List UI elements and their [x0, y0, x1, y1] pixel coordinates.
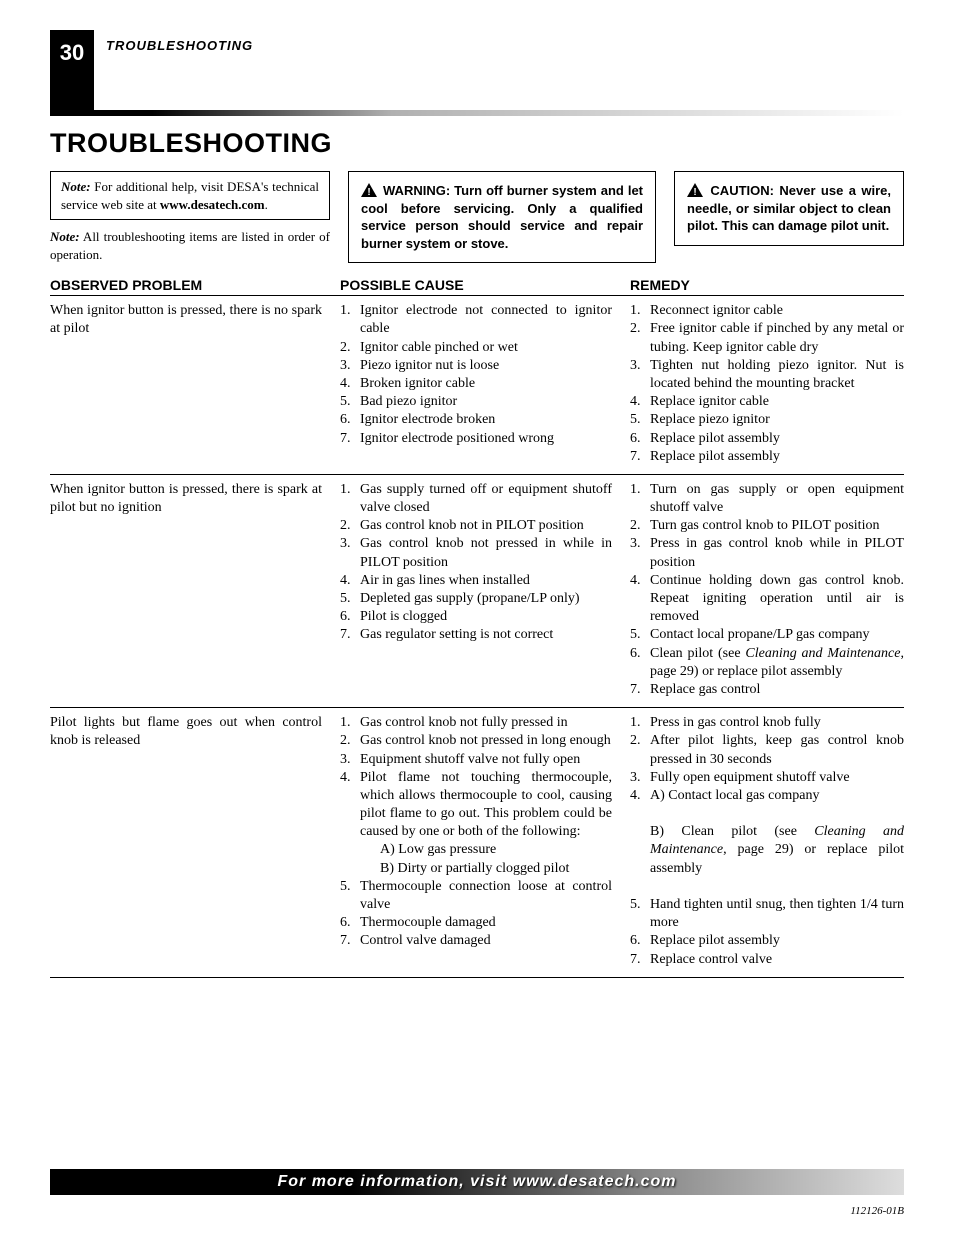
- cause-item: 3.Piezo ignitor nut is loose: [340, 357, 612, 375]
- observed-problem: Pilot lights but flame goes out when con…: [50, 714, 340, 969]
- note-prefix: Note:: [61, 179, 91, 194]
- troubleshoot-row: When ignitor button is pressed, there is…: [50, 475, 904, 708]
- caution-icon: !: [687, 183, 703, 197]
- observed-problem: When ignitor button is pressed, there is…: [50, 481, 340, 699]
- warning-icon: !: [361, 183, 377, 197]
- note-url: www.desatech.com: [160, 197, 265, 212]
- remedy-item: 4.A) Contact local gas companyB) Clean p…: [630, 787, 904, 896]
- remedy-item: 2.Turn gas control knob to PILOT positio…: [630, 517, 904, 535]
- cause-item: 6.Ignitor electrode broken: [340, 411, 612, 429]
- cause-item: 3.Gas control knob not pressed in while …: [340, 535, 612, 571]
- cause-item: 2.Gas control knob not in PILOT position: [340, 517, 612, 535]
- troubleshoot-row: Pilot lights but flame goes out when con…: [50, 708, 904, 978]
- warning-text: WARNING: Turn off burner system and let …: [361, 183, 643, 251]
- remedy-item: 5.Contact local propane/LP gas company: [630, 626, 904, 644]
- remedy-item: 7.Replace control valve: [630, 951, 904, 969]
- footer-bar: For more information, visit www.desatech…: [50, 1169, 904, 1195]
- cause-item: 3.Equipment shutoff valve not fully open: [340, 751, 612, 769]
- caution-box: ! CAUTION: Never use a wire, needle, or …: [674, 171, 904, 246]
- cause-item: 4.Pilot flame not touching thermocouple,…: [340, 769, 612, 878]
- remedy: 1.Reconnect ignitor cable2.Free ignitor …: [630, 302, 904, 466]
- note-box: Note: For additional help, visit DESA's …: [50, 171, 330, 220]
- remedy-item: 1.Reconnect ignitor cable: [630, 302, 904, 320]
- remedy-item: 1.Turn on gas supply or open equipment s…: [630, 481, 904, 517]
- remedy-item: 2.Free ignitor cable if pinched by any m…: [630, 320, 904, 356]
- cause-item: 4.Air in gas lines when installed: [340, 572, 612, 590]
- remedy-item: 5.Replace piezo ignitor: [630, 411, 904, 429]
- header-observed: OBSERVED PROBLEM: [50, 277, 340, 293]
- svg-text:!: !: [367, 187, 370, 197]
- cause-item: 7.Control valve damaged: [340, 932, 612, 950]
- document-code: 112126-01B: [850, 1205, 904, 1217]
- cause-item: 2.Gas control knob not pressed in long e…: [340, 732, 612, 750]
- page-number: 30: [50, 30, 94, 110]
- remedy-item: 5.Hand tighten until snug, then tighten …: [630, 896, 904, 932]
- possible-cause: 1.Ignitor electrode not connected to ign…: [340, 302, 630, 466]
- cause-item: 5.Thermocouple connection loose at contr…: [340, 878, 612, 914]
- remedy: 1.Press in gas control knob fully2.After…: [630, 714, 904, 969]
- note-outer-text: All troubleshooting items are listed in …: [50, 229, 330, 262]
- cause-item: 1.Ignitor electrode not connected to ign…: [340, 302, 612, 338]
- page-title: TROUBLESHOOTING: [50, 128, 904, 159]
- header-remedy: REMEDY: [630, 277, 904, 293]
- remedy-item: 2.After pilot lights, keep gas control k…: [630, 732, 904, 768]
- remedy: 1.Turn on gas supply or open equipment s…: [630, 481, 904, 699]
- cause-item: 6.Thermocouple damaged: [340, 914, 612, 932]
- header-gradient-bar: [50, 110, 904, 116]
- table-header-row: OBSERVED PROBLEM POSSIBLE CAUSE REMEDY: [50, 277, 904, 296]
- cause-item: 4.Broken ignitor cable: [340, 375, 612, 393]
- remedy-item: 6.Replace pilot assembly: [630, 932, 904, 950]
- remedy-item: 4.Replace ignitor cable: [630, 393, 904, 411]
- remedy-item: 1.Press in gas control knob fully: [630, 714, 904, 732]
- note-outer-prefix: Note:: [50, 229, 80, 244]
- footer-gradient: For more information, visit www.desatech…: [50, 1169, 904, 1195]
- possible-cause: 1.Gas supply turned off or equipment shu…: [340, 481, 630, 699]
- svg-text:!: !: [693, 187, 696, 197]
- cause-item: 1.Gas control knob not fully pressed in: [340, 714, 612, 732]
- troubleshoot-row: When ignitor button is pressed, there is…: [50, 296, 904, 475]
- remedy-item: 6.Replace pilot assembly: [630, 430, 904, 448]
- remedy-item: 6.Clean pilot (see Cleaning and Maintena…: [630, 645, 904, 681]
- section-header-small: TROUBLESHOOTING: [106, 30, 253, 53]
- header-cause: POSSIBLE CAUSE: [340, 277, 630, 293]
- possible-cause: 1.Gas control knob not fully pressed in2…: [340, 714, 630, 969]
- cause-item: 7.Gas regulator setting is not correct: [340, 626, 612, 644]
- remedy-item: 7.Replace gas control: [630, 681, 904, 699]
- cause-item: 5.Depleted gas supply (propane/LP only): [340, 590, 612, 608]
- remedy-item: 4.Continue holding down gas control knob…: [630, 572, 904, 627]
- cause-item: 2.Ignitor cable pinched or wet: [340, 339, 612, 357]
- cause-item: 7.Ignitor electrode positioned wrong: [340, 430, 612, 448]
- remedy-item: 3.Fully open equipment shutoff valve: [630, 769, 904, 787]
- footer-text: For more information, visit www.desatech…: [277, 1173, 676, 1191]
- caution-text: CAUTION: Never use a wire, needle, or si…: [687, 183, 891, 233]
- remedy-item: 7.Replace pilot assembly: [630, 448, 904, 466]
- remedy-item: 3.Press in gas control knob while in PIL…: [630, 535, 904, 571]
- observed-problem: When ignitor button is pressed, there is…: [50, 302, 340, 466]
- cause-item: 1.Gas supply turned off or equipment shu…: [340, 481, 612, 517]
- cause-item: 6.Pilot is clogged: [340, 608, 612, 626]
- remedy-item: 3.Tighten nut holding piezo ignitor. Nut…: [630, 357, 904, 393]
- note-outer: Note: All troubleshooting items are list…: [50, 228, 330, 263]
- warning-box: ! WARNING: Turn off burner system and le…: [348, 171, 656, 263]
- cause-item: 5.Bad piezo ignitor: [340, 393, 612, 411]
- note-suffix: .: [265, 197, 268, 212]
